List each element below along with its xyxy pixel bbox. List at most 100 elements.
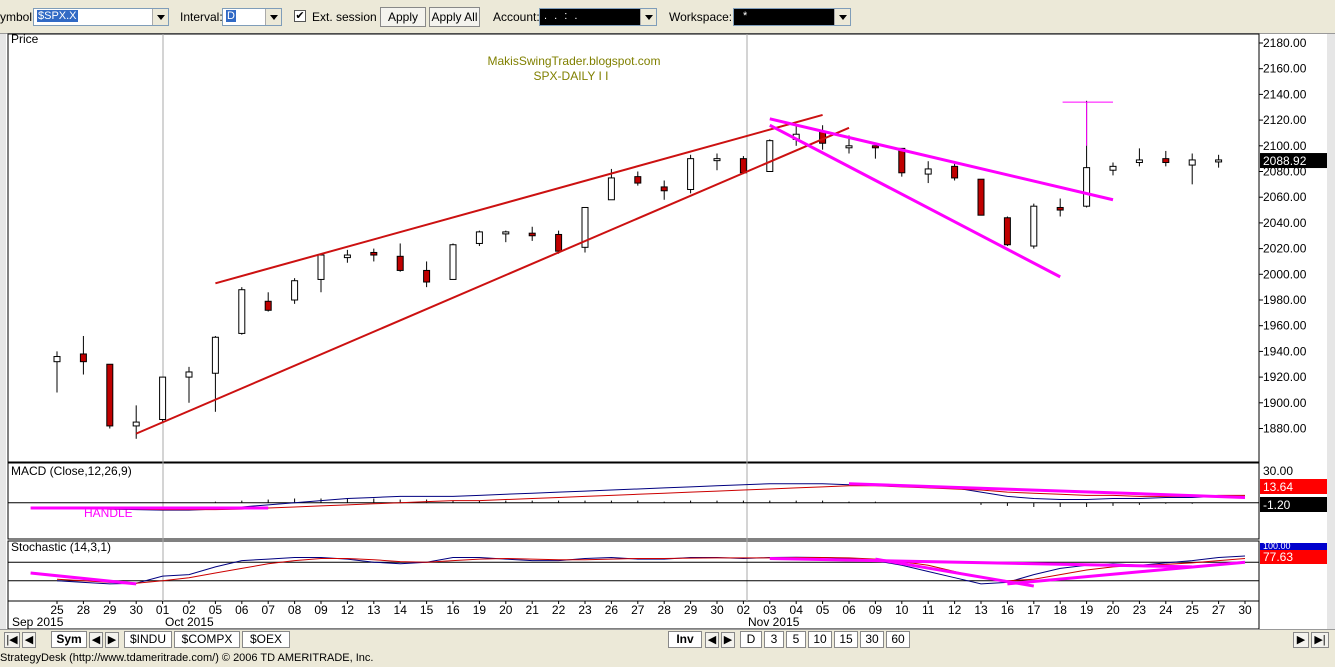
account-label: Account: <box>493 10 540 24</box>
stochastic-k-line <box>56 555 1246 585</box>
symbol-label: ymbol: <box>0 10 36 24</box>
chevron-down-icon[interactable] <box>265 9 281 25</box>
tab-sym[interactable]: Sym <box>51 631 87 648</box>
scroll-left-icon[interactable]: ◀ <box>705 632 719 648</box>
candle-body-up <box>211 336 219 374</box>
candle-body-up <box>607 177 615 201</box>
date-tick-label: 19 <box>1080 603 1094 617</box>
scroll-right-icon[interactable]: ▶ <box>721 632 735 648</box>
date-tick-label: 09 <box>314 603 328 617</box>
first-page-icon[interactable]: |◀ <box>4 632 20 648</box>
scroll-left-icon[interactable]: ◀ <box>89 632 103 648</box>
interval-tab-d[interactable]: D <box>740 631 762 648</box>
chevron-down-icon[interactable] <box>834 9 850 25</box>
stochastic-trendline <box>875 557 1035 588</box>
prev-page-icon[interactable]: ◀ <box>22 632 36 648</box>
candle <box>1056 198 1064 217</box>
candle-body-down <box>1003 217 1011 246</box>
date-tick-label: 15 <box>420 603 434 617</box>
candle-body-down <box>106 363 114 427</box>
candle-body-up <box>185 371 193 378</box>
price-tick-label: 2100.00 <box>1263 139 1307 153</box>
interval-tab-30[interactable]: 30 <box>860 631 884 648</box>
tab-inv[interactable]: Inv <box>668 631 702 648</box>
interval-combo[interactable]: D <box>222 8 282 26</box>
candle-body-down <box>898 147 906 174</box>
interval-tab-15[interactable]: 15 <box>834 631 858 648</box>
price-tick-label: 2060.00 <box>1263 190 1307 204</box>
candle-body-up <box>132 421 140 427</box>
date-tick-label: 13 <box>367 603 381 617</box>
apply-button[interactable]: Apply <box>380 7 426 27</box>
macd-signal-box <box>1260 497 1327 512</box>
ext-session-checkbox[interactable]: ✔ <box>294 10 306 22</box>
stochastic-k-label: 100.00 <box>1263 541 1291 551</box>
symbol-combo[interactable]: $SPX.X <box>33 8 169 26</box>
apply-all-button[interactable]: Apply All <box>429 7 480 27</box>
candle-body-down <box>528 232 536 237</box>
macd-line <box>56 483 1245 511</box>
account-combo[interactable]: . . : . <box>539 8 657 26</box>
date-tick-label: 04 <box>790 603 804 617</box>
workspace-value: * <box>743 10 748 22</box>
date-tick-label: 07 <box>262 603 276 617</box>
date-tick-label: 30 <box>710 603 724 617</box>
candle-body-up <box>159 376 167 421</box>
candle-body-up <box>343 254 351 259</box>
candle <box>475 230 483 247</box>
candle-body-up <box>1135 159 1143 164</box>
candle-body-up <box>317 254 325 280</box>
candle <box>898 147 906 177</box>
date-tick-label: 25 <box>1186 603 1200 617</box>
date-tick-label: 30 <box>130 603 144 617</box>
scroll-right-icon[interactable]: ▶ <box>105 632 119 648</box>
date-tick-label: 21 <box>526 603 540 617</box>
last-page-icon[interactable]: ▶| <box>1311 632 1329 648</box>
price-tick-label: 2180.00 <box>1263 36 1307 50</box>
annotation-subtitle: SPX-DAILY I I <box>534 69 609 83</box>
candle <box>924 161 932 184</box>
date-tick-label: 17 <box>1027 603 1041 617</box>
price-tick-label: 1980.00 <box>1263 293 1307 307</box>
date-tick-label: 19 <box>473 603 487 617</box>
candle <box>185 366 193 403</box>
candle-body-down <box>634 176 642 184</box>
candle-body-up <box>1109 165 1117 171</box>
price-tick-label: 2140.00 <box>1263 87 1307 101</box>
macd-value-label: 13.64 <box>1263 480 1293 494</box>
candle <box>1215 154 1223 168</box>
chevron-down-icon[interactable] <box>152 9 168 25</box>
price-trendline <box>135 126 850 435</box>
price-tick-label: 2160.00 <box>1263 62 1307 76</box>
candle <box>977 178 985 216</box>
interval-tab-60[interactable]: 60 <box>886 631 910 648</box>
date-tick-label: 09 <box>869 603 883 617</box>
status-bar: StrategyDesk (http://www.tdameritrade.co… <box>0 650 1335 667</box>
candle <box>687 154 695 194</box>
candle <box>502 230 510 243</box>
date-tick-label: 29 <box>684 603 698 617</box>
date-tick-label: 02 <box>182 603 196 617</box>
next-page-icon[interactable]: ▶ <box>1293 632 1309 648</box>
candle-body-up <box>924 168 932 175</box>
candle-body-down <box>977 178 985 216</box>
candle-body-down <box>79 353 87 363</box>
chevron-down-icon[interactable] <box>640 9 656 25</box>
symbol-tab-indu[interactable]: $INDU <box>124 631 172 648</box>
interval-tab-3[interactable]: 3 <box>764 631 784 648</box>
symbol-tab-oex[interactable]: $OEX <box>242 631 290 648</box>
macd-tick-label: 30.00 <box>1263 464 1293 478</box>
date-tick-label: 18 <box>1054 603 1068 617</box>
workspace-combo[interactable]: * <box>733 8 851 26</box>
price-tick-label: 1900.00 <box>1263 396 1307 410</box>
interval-tab-10[interactable]: 10 <box>808 631 832 648</box>
candle-body-down <box>264 300 272 311</box>
candle-body-down <box>396 255 404 271</box>
stochastic-panel-label: Stochastic (14,3,1) <box>11 540 111 554</box>
date-tick-label: 30 <box>1238 603 1252 617</box>
interval-value: D <box>226 10 236 22</box>
interval-tab-5[interactable]: 5 <box>786 631 806 648</box>
candle-body-up <box>1215 159 1223 163</box>
symbol-tab-compx[interactable]: $COMPX <box>174 631 240 648</box>
